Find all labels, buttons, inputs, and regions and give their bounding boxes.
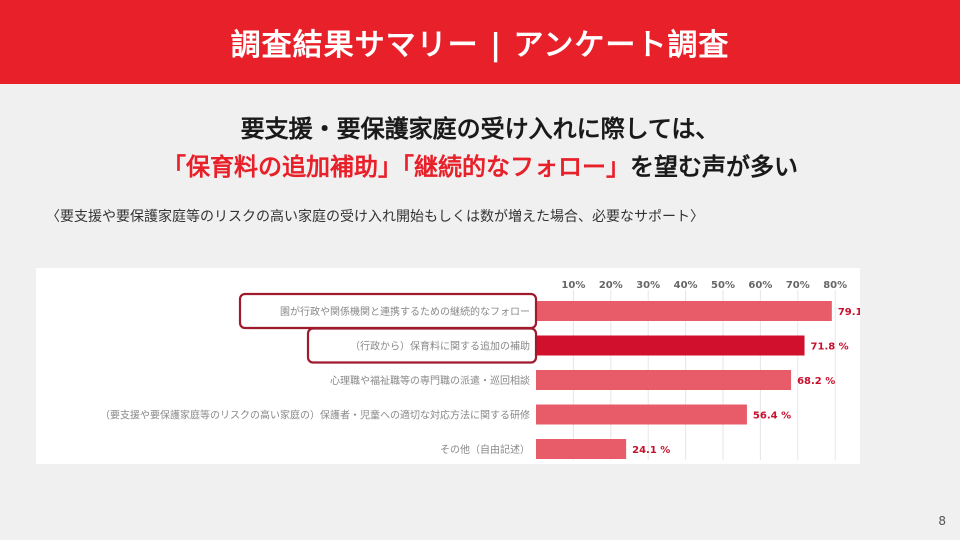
x-tick-label: 80% bbox=[823, 280, 847, 291]
value-label: 68.2 % bbox=[797, 376, 835, 387]
category-label: その他（自由記述） bbox=[440, 443, 530, 456]
headline-tail: を望む声が多い bbox=[630, 153, 798, 181]
value-label: 56.4 % bbox=[753, 411, 791, 422]
category-label: 心理職や福祉職等の専門職の派遣・巡回相談 bbox=[330, 374, 530, 387]
x-tick-label: 20% bbox=[599, 280, 623, 291]
value-label: 79.1 % bbox=[838, 307, 860, 318]
headline-highlight-followup: 「継続的なフォロー」 bbox=[402, 153, 630, 181]
x-tick-label: 40% bbox=[674, 280, 698, 291]
chart-caption: 〈要支援や要保護家庭等のリスクの高い家庭の受け入れ開始もしくは数が増えた場合、必… bbox=[46, 209, 704, 225]
category-label: 園が行政や関係機関と連携するための継続的なフォロー bbox=[280, 305, 530, 318]
x-tick-label: 50% bbox=[711, 280, 735, 291]
headline: 要支援・要保護家庭の受け入れに際しては、 「保育料の追加補助」「継続的なフォロー… bbox=[0, 110, 960, 186]
bar-chart: 10% 20% 30% 40% 50% 60% 70% 80% 園が行政や関係機関と連携するため… bbox=[100, 280, 860, 460]
bar bbox=[536, 370, 792, 390]
highlight-box bbox=[306, 327, 538, 364]
page-number: 8 bbox=[938, 514, 946, 528]
bar bbox=[536, 439, 627, 459]
x-tick-label: 60% bbox=[748, 280, 772, 291]
value-label: 71.8 % bbox=[811, 342, 849, 353]
category-label: （行政から）保育料に関する追加の補助 bbox=[350, 340, 530, 353]
header-bar: 調査結果サマリー | アンケート調査 bbox=[0, 0, 960, 84]
bar bbox=[536, 301, 832, 321]
headline-highlight-subsidy: 「保育料の追加補助」 bbox=[162, 153, 402, 181]
x-tick-label: 70% bbox=[786, 280, 810, 291]
category-label: （要支援や要保護家庭等のリスクの高い家庭の）保護者・児童への適切な対応方法に関す… bbox=[100, 409, 530, 422]
bar bbox=[536, 404, 747, 425]
value-label: 24.1 % bbox=[632, 445, 670, 456]
x-tick-label: 30% bbox=[636, 280, 660, 291]
headline-line2: 「保育料の追加補助」「継続的なフォロー」を望む声が多い bbox=[0, 148, 960, 186]
headline-line1: 要支援・要保護家庭の受け入れに際しては、 bbox=[240, 115, 720, 143]
chart-panel: 10% 20% 30% 40% 50% 60% 70% 80% 園が行政や関係機関と連携するため… bbox=[36, 268, 860, 464]
x-tick-label: 10% bbox=[561, 280, 585, 291]
page-title: 調査結果サマリー | アンケート調査 bbox=[230, 28, 730, 63]
bar bbox=[536, 335, 805, 356]
